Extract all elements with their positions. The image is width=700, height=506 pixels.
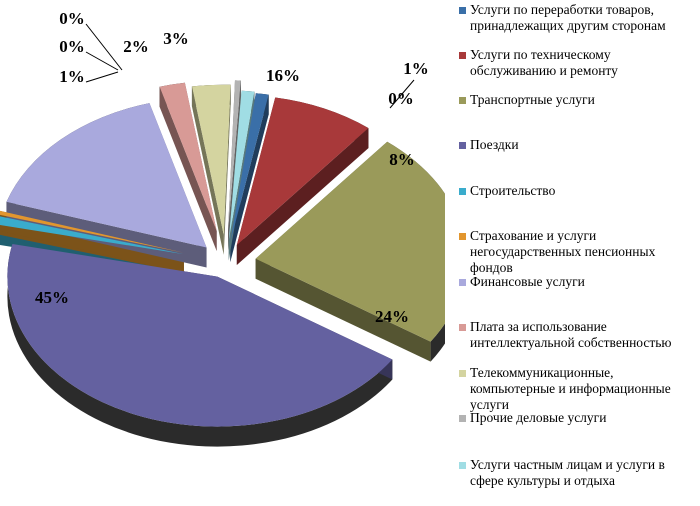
- data-label: 1%: [403, 59, 429, 78]
- pie-slice: [0, 216, 184, 255]
- data-label: 0%: [59, 9, 85, 28]
- legend-label: Прочие деловые услуги: [470, 410, 607, 425]
- legend-swatch: [459, 52, 466, 59]
- legend-swatch: [459, 233, 466, 240]
- legend-swatch: [459, 324, 466, 331]
- pie-slice: [7, 243, 393, 427]
- legend-swatch: [459, 142, 466, 149]
- pie-slice: [6, 103, 207, 248]
- legend-label: Финансовые услуги: [470, 274, 585, 289]
- pie-slice: [255, 141, 445, 342]
- legend-label: Услуги по техническому обслуживанию и ре…: [470, 47, 618, 78]
- legend-label: Транспортные услуги: [470, 92, 595, 107]
- slice-side: [230, 94, 269, 263]
- legend-swatch: [459, 462, 466, 469]
- legend-label: Услуги частным лицам и услуги в сфере ку…: [470, 457, 665, 488]
- leader-line: [389, 79, 415, 109]
- legend-swatch: [459, 279, 466, 286]
- slice-side: [228, 80, 241, 251]
- pie-slice: [228, 80, 241, 231]
- data-label: 0%: [59, 37, 85, 56]
- legend-swatch: [459, 7, 466, 14]
- data-label: 8%: [389, 150, 415, 169]
- leader-line: [85, 23, 123, 71]
- data-label: 2%: [123, 37, 149, 56]
- pie-slice: [159, 82, 217, 232]
- legend-label: Плата за использование интеллектуальной …: [470, 319, 672, 350]
- slice-side: [159, 86, 217, 252]
- legend-label: Страхование и услуги негосударственных п…: [470, 228, 656, 275]
- legend-label: Поездки: [470, 137, 519, 152]
- data-label: 1%: [59, 67, 85, 86]
- legend-label: Строительство: [470, 183, 556, 198]
- data-label: 16%: [266, 66, 300, 85]
- legend-label: Услуги по переработки товаров, принадлеж…: [470, 2, 666, 33]
- legend-label: Телекоммуникационные, компьютерные и инф…: [470, 365, 671, 412]
- pie-chart: 0%8%24%45%1%0%16%2% 3%0%1%: [0, 9, 445, 447]
- slice-side: [223, 84, 231, 255]
- leader-line: [85, 71, 119, 83]
- pie-slice: [230, 93, 269, 243]
- legend-swatch: [459, 188, 466, 195]
- pie-slice: [228, 90, 255, 241]
- pie-slice: [236, 97, 369, 245]
- pie-slice: [191, 84, 231, 235]
- slice-side: [236, 128, 369, 265]
- data-label: 24%: [375, 307, 409, 326]
- slice-side: [6, 201, 207, 268]
- legend-swatch: [459, 370, 466, 377]
- legend-swatch: [459, 415, 466, 422]
- data-label: 45%: [35, 288, 69, 307]
- legend-swatch: [459, 97, 466, 104]
- leader-line: [85, 51, 119, 71]
- slice-side: [191, 86, 224, 255]
- data-label: 3%: [163, 29, 189, 48]
- slice-side: [255, 258, 431, 362]
- legend: Услуги по переработки товаров, принадлеж…: [455, 0, 700, 506]
